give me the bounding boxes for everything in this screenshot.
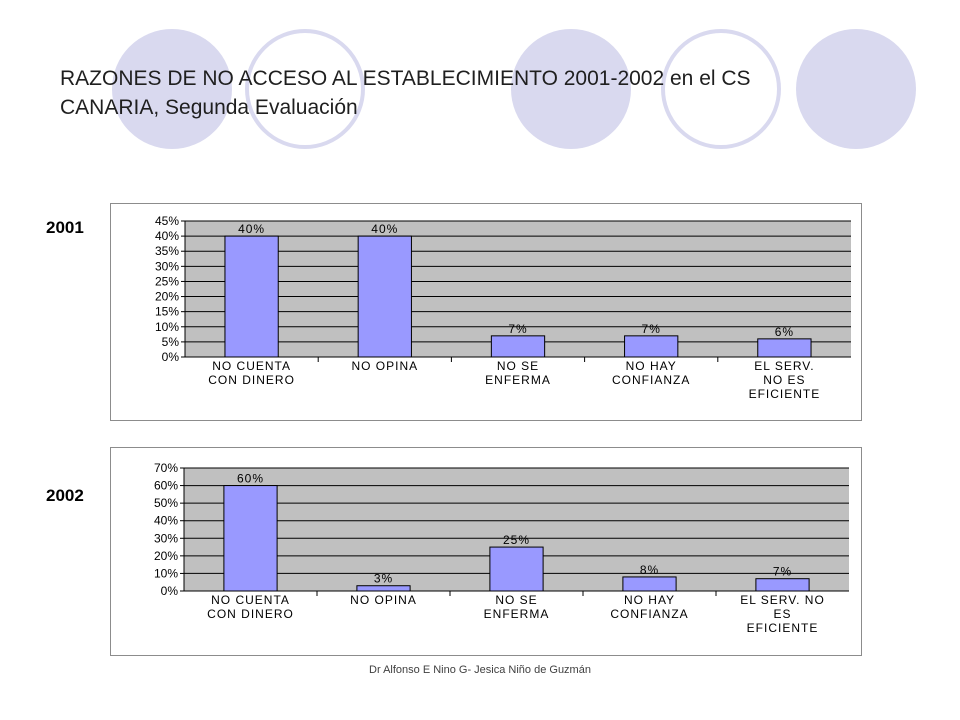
data-label: 7% — [642, 322, 661, 336]
year-label-2001: 2001 — [46, 218, 84, 237]
decor-circle-filled — [511, 29, 631, 149]
slide-title: RAZONES DE NO ACCESO AL ESTABLECIMIENTO … — [60, 64, 940, 122]
y-tick-label: 0% — [162, 350, 180, 364]
decorative-circles — [112, 29, 916, 149]
category-label: EL SERV. — [754, 359, 814, 373]
category-label: NO ES — [763, 373, 805, 387]
y-tick-label: 15% — [155, 305, 179, 319]
category-label: NO CUENTA — [212, 359, 291, 373]
y-tick-label: 40% — [154, 514, 178, 528]
y-tick-label: 35% — [155, 244, 179, 258]
category-label: NO HAY — [624, 593, 675, 607]
category-label: EL SERV. NO — [740, 593, 825, 607]
category-label: NO HAY — [626, 359, 677, 373]
category-label: NO OPINA — [350, 593, 417, 607]
category-label: NO SE — [495, 593, 537, 607]
category-label: CON DINERO — [207, 607, 294, 621]
y-tick-label: 70% — [154, 461, 178, 475]
slide-title-line-2: CANARIA, Segunda Evaluación — [60, 96, 358, 119]
bar — [489, 546, 544, 592]
category-label: ES — [773, 607, 791, 621]
y-tick-label: 20% — [155, 290, 179, 304]
y-tick-label: 25% — [155, 274, 179, 288]
data-label: 40% — [371, 222, 398, 236]
data-label: 3% — [374, 572, 393, 586]
y-tick-label: 10% — [154, 566, 178, 580]
bar — [755, 578, 810, 592]
y-tick-label: 0% — [161, 584, 179, 598]
category-label: NO OPINA — [351, 359, 418, 373]
bar — [223, 485, 278, 592]
bar — [624, 335, 679, 358]
data-label: 7% — [773, 565, 792, 579]
y-tick-label: 20% — [154, 549, 178, 563]
data-label: 25% — [503, 533, 530, 547]
data-label: 8% — [640, 563, 659, 577]
category-label: CONFIANZA — [612, 373, 690, 387]
category-label: EFICIENTE — [749, 387, 821, 401]
category-label: EFICIENTE — [747, 621, 819, 635]
bar — [357, 235, 412, 358]
category-label: CONFIANZA — [610, 607, 688, 621]
bar — [622, 576, 677, 592]
category-label: NO SE — [497, 359, 539, 373]
y-tick-label: 10% — [155, 320, 179, 334]
decor-circle-outline — [661, 29, 781, 149]
category-label: ENFERMA — [484, 607, 550, 621]
y-tick-label: 60% — [154, 479, 178, 493]
bar — [224, 235, 279, 358]
bar — [757, 338, 812, 358]
chart-2001-svg: 0%5%10%15%20%25%30%35%40%45%40%NO CUENTA… — [155, 214, 851, 401]
data-label: 60% — [237, 472, 264, 486]
y-tick-label: 50% — [154, 496, 178, 510]
decor-circle-outline — [245, 29, 365, 149]
year-label-2002: 2002 — [46, 486, 84, 505]
category-label: CON DINERO — [208, 373, 295, 387]
bar — [490, 335, 546, 358]
chart-2002: 0% 10% 20% 30% 40% 50% 60% 70% 60% NO CUENTA CON D… — [110, 447, 862, 656]
bar — [356, 585, 411, 592]
decor-circle-filled — [796, 29, 916, 149]
y-tick-label: 30% — [155, 259, 179, 273]
category-label: ENFERMA — [485, 373, 551, 387]
data-label: 40% — [238, 222, 265, 236]
chart-2001: 0% 5% 10% 15% 20% 25% 30% 35% 40% 45% 40% NO CUENTA… — [110, 203, 862, 421]
plot-area — [185, 221, 851, 357]
slide-title-line-1: RAZONES DE NO ACCESO AL ESTABLECIMIENTO … — [60, 67, 751, 90]
data-label: 7% — [508, 322, 527, 336]
data-label: 6% — [775, 325, 794, 339]
slide-footer: Dr Alfonso E Nino G- Jesica Niño de Guzm… — [369, 664, 591, 676]
category-label: NO CUENTA — [211, 593, 290, 607]
y-tick-label: 40% — [155, 229, 179, 243]
y-tick-label: 5% — [162, 335, 180, 349]
y-tick-label: 30% — [154, 531, 178, 545]
y-tick-label: 45% — [155, 214, 179, 228]
decor-circle-filled — [112, 29, 232, 149]
